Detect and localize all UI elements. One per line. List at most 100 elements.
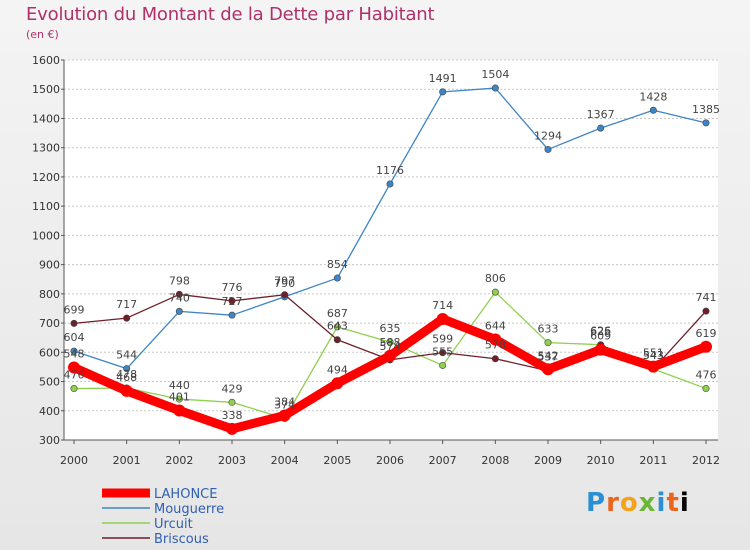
data-label: 1176 — [376, 164, 404, 177]
data-label: 1367 — [587, 108, 615, 121]
y-tick-label: 1000 — [32, 229, 60, 242]
data-point — [173, 404, 186, 417]
y-tick-label: 1600 — [32, 54, 60, 67]
y-tick-label: 1400 — [32, 112, 60, 125]
data-label: 578 — [485, 339, 506, 352]
data-label: 714 — [432, 299, 453, 312]
data-point — [702, 385, 710, 393]
data-point — [175, 307, 183, 315]
data-label: 797 — [274, 275, 295, 288]
data-label: 1504 — [481, 68, 509, 81]
data-point — [594, 343, 607, 356]
x-tick-label: 2011 — [639, 454, 667, 467]
data-label: 468 — [116, 371, 137, 384]
data-label: 635 — [380, 322, 401, 335]
data-point — [386, 338, 394, 346]
proxiti-logo: Proxiti — [586, 488, 690, 518]
y-tick-label: 1200 — [32, 171, 60, 184]
x-tick-label: 2007 — [429, 454, 457, 467]
chart-subtitle: (en €) — [26, 28, 59, 41]
data-label: 599 — [432, 333, 453, 346]
data-label: 476 — [696, 369, 717, 382]
data-label: 854 — [327, 258, 348, 271]
data-point — [278, 409, 291, 422]
data-point — [491, 84, 499, 92]
data-label: 604 — [64, 331, 85, 344]
data-point — [491, 288, 499, 296]
y-tick-label: 900 — [39, 259, 60, 272]
data-point — [491, 355, 499, 363]
data-point — [439, 349, 447, 357]
y-tick-label: 1100 — [32, 200, 60, 213]
data-label: 699 — [64, 303, 85, 316]
data-label: 1385 — [692, 103, 720, 116]
data-label: 687 — [327, 307, 348, 320]
y-tick-label: 1500 — [32, 83, 60, 96]
x-tick-label: 2001 — [113, 454, 141, 467]
x-tick-label: 2005 — [323, 454, 351, 467]
data-label: 609 — [590, 330, 611, 343]
data-label: 798 — [169, 274, 190, 287]
data-point — [120, 384, 133, 397]
data-label: 551 — [643, 347, 664, 360]
data-label: 1491 — [429, 72, 457, 85]
data-label: 384 — [274, 395, 295, 408]
x-tick-label: 2003 — [218, 454, 246, 467]
data-label: 625 — [590, 325, 611, 338]
data-point — [649, 106, 657, 114]
data-point — [386, 180, 394, 188]
y-tick-label: 300 — [39, 434, 60, 447]
data-point — [175, 290, 183, 298]
y-tick-label: 700 — [39, 317, 60, 330]
x-tick-label: 2012 — [692, 454, 720, 467]
data-point — [68, 361, 80, 374]
data-point — [123, 314, 131, 322]
data-point — [544, 145, 552, 153]
data-label: 494 — [327, 363, 348, 376]
data-label: 574 — [380, 340, 401, 353]
data-label: 588 — [380, 336, 401, 349]
x-tick-label: 2009 — [534, 454, 562, 467]
x-tick-label: 2000 — [60, 454, 88, 467]
y-tick-label: 600 — [39, 346, 60, 359]
data-point — [333, 323, 341, 331]
data-label: 476 — [64, 369, 85, 382]
data-label: 643 — [327, 320, 348, 333]
data-point — [544, 339, 552, 347]
data-point — [700, 340, 712, 353]
data-point — [439, 88, 447, 96]
data-point — [436, 312, 449, 325]
data-label: 727 — [222, 295, 243, 308]
data-point — [70, 385, 78, 393]
y-tick-label: 1300 — [32, 142, 60, 155]
data-label: 633 — [538, 323, 559, 336]
data-point — [70, 319, 78, 327]
chart-title: Evolution du Montant de la Dette par Hab… — [26, 4, 435, 25]
data-point — [333, 274, 341, 282]
x-tick-label: 2002 — [165, 454, 193, 467]
data-label: 429 — [222, 382, 243, 395]
data-label: 543 — [643, 349, 664, 362]
data-point — [702, 119, 710, 127]
data-label: 1294 — [534, 129, 562, 142]
legend-label: Mouguerre — [154, 502, 224, 517]
y-tick-label: 500 — [39, 376, 60, 389]
x-tick-label: 2004 — [271, 454, 299, 467]
plot-background — [64, 60, 718, 440]
data-label: 644 — [485, 319, 506, 332]
legend-label: Briscous — [154, 532, 209, 547]
y-tick-label: 400 — [39, 405, 60, 418]
data-label: 338 — [222, 409, 243, 422]
data-point — [281, 291, 289, 299]
data-label: 543 — [643, 349, 664, 362]
data-point — [228, 297, 236, 305]
data-label: 619 — [696, 327, 717, 340]
data-point — [228, 398, 236, 406]
data-label: 374 — [274, 398, 295, 411]
data-label: 537 — [538, 351, 559, 364]
data-point — [597, 124, 605, 132]
data-point — [175, 395, 183, 403]
data-point — [226, 422, 238, 435]
x-tick-label: 2008 — [481, 454, 509, 467]
